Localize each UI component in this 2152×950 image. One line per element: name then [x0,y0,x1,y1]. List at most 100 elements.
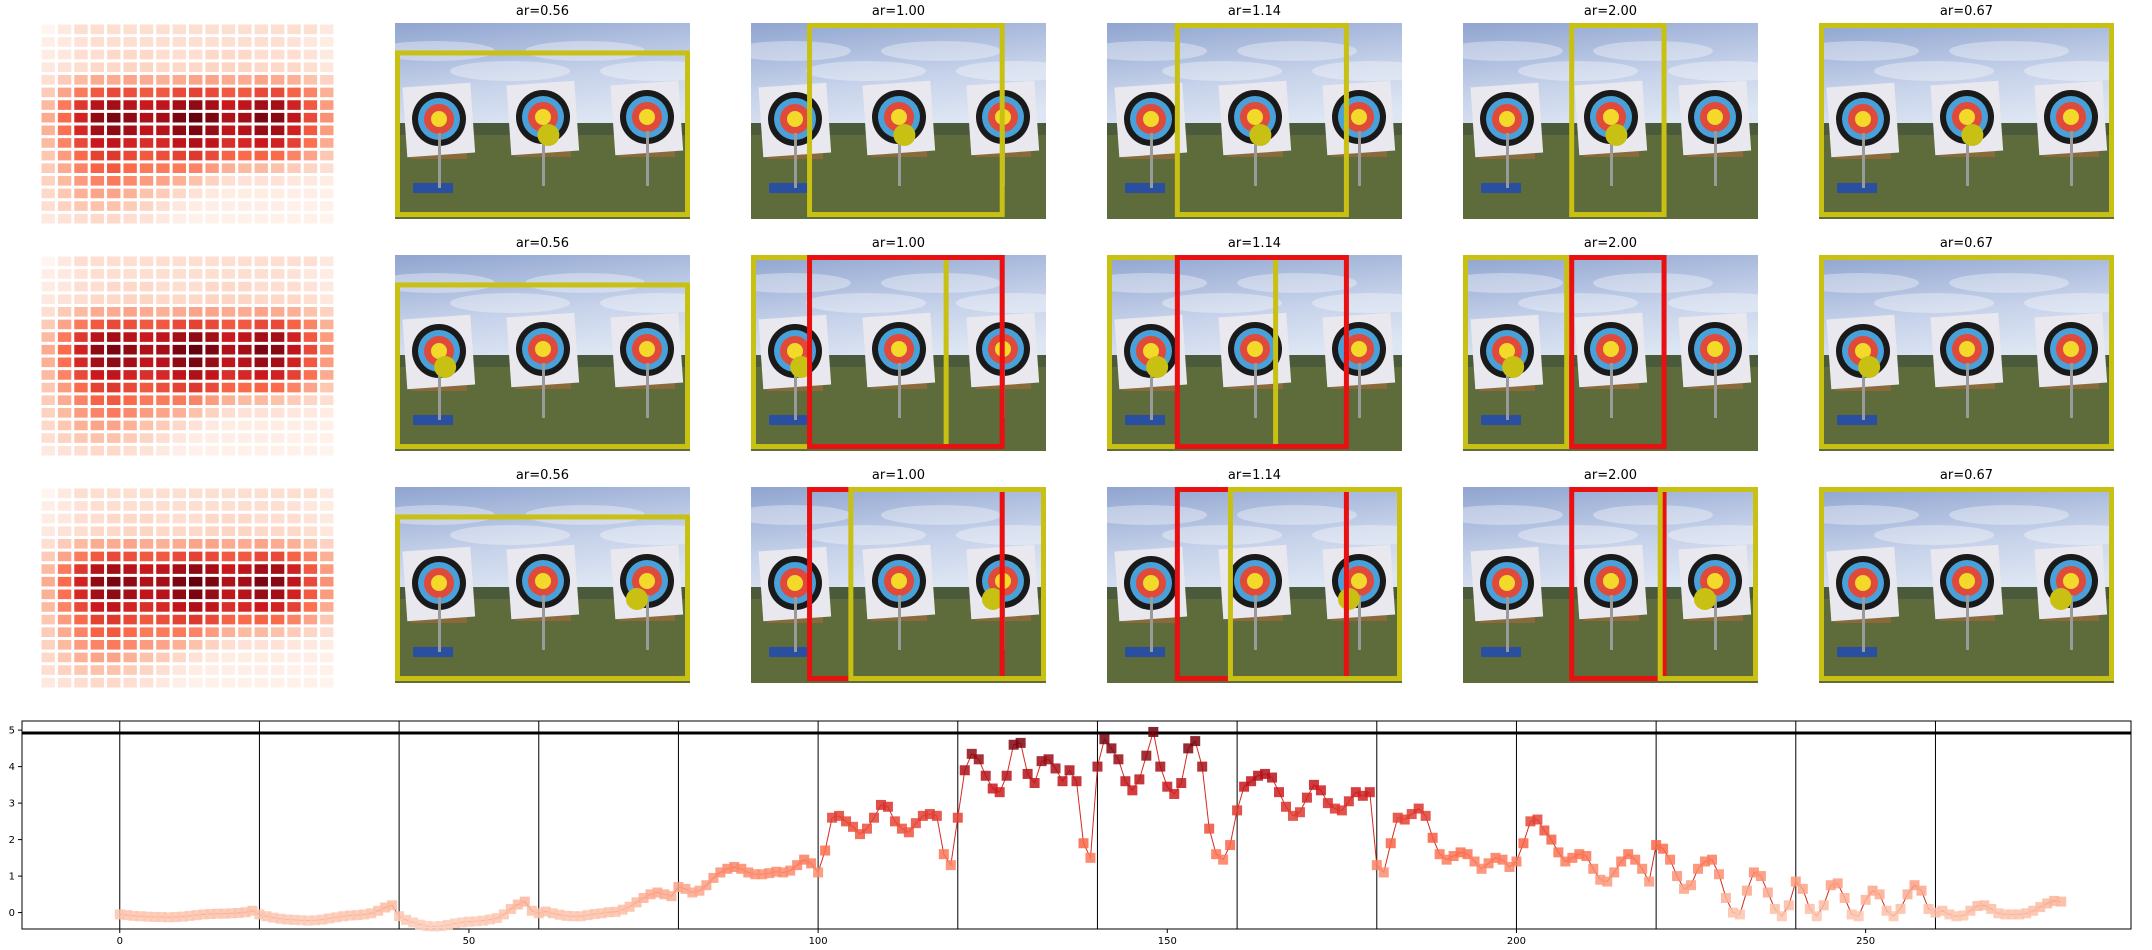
target-pole [1966,363,1969,418]
heatmap-cell [172,281,186,292]
heatmap-cell [41,445,55,456]
heatmap-cell [189,501,203,511]
series-marker [1078,838,1089,849]
heatmap-cell [41,138,55,148]
heatmap-cell [139,420,154,431]
series-marker [1783,900,1794,911]
heatmap-cell [139,551,154,562]
heatmap-cell [90,370,105,380]
heatmap-cell [303,319,318,330]
heatmap-cell [205,256,219,267]
heatmap-cell [156,307,170,317]
heatmap-cell [320,112,334,123]
series-marker [1560,856,1571,867]
heatmap-cell [238,307,252,317]
heatmap-cell [41,188,55,199]
heatmap-cell [205,445,219,456]
heatmap-cell [320,62,334,72]
heatmap-cell [221,319,236,330]
heatmap-cell [270,420,285,431]
heatmap-cell [287,332,301,342]
heatmap-cell [123,433,137,443]
heatmap-cell [303,256,318,267]
crop-box [1569,23,1667,218]
heatmap-cell [74,539,88,549]
heatmap-cell [156,395,170,405]
heatmap-cell [156,201,170,211]
series-marker [1106,743,1117,754]
target-ring [1855,111,1871,127]
heatmap-cell [90,213,105,224]
series-marker [1546,834,1557,845]
heatmap-cell [287,652,301,663]
heatmap-cell [74,201,88,211]
heatmap-cell [107,87,121,98]
heatmap-cell [74,188,88,199]
heatmap-cell [139,382,154,393]
heatmap-cell [123,551,137,562]
heatmap-cell [287,395,301,405]
heatmap-cell [270,602,285,612]
heatmap-cell [287,256,301,267]
heatmap-cell [107,370,121,380]
heatmap-cell [270,213,285,224]
heatmap-cell [221,501,236,511]
heatmap-cell [287,163,301,173]
target-pole [542,363,545,418]
y-tick-label: 3 [9,799,15,810]
heatmap-cell [90,138,105,148]
target-pole [1150,365,1153,420]
target-ring [1143,575,1159,591]
heatmap-cell [205,564,219,574]
heatmap-cell [57,49,72,60]
heatmap-cell [189,652,203,663]
series-marker [338,911,349,922]
heatmap-cell [107,344,121,355]
heatmap-cell [123,420,137,431]
series-marker [827,812,838,823]
heatmap-cell [205,652,219,663]
series-marker [2007,909,2018,920]
series-marker [1574,849,1585,860]
series-marker [1406,809,1417,820]
heatmap-cell [254,256,268,267]
heatmap-cell [254,24,268,35]
heatmap-cell [303,344,318,355]
series-marker [2042,898,2053,909]
series-marker [1986,903,1997,914]
heatmap-cell [221,87,236,98]
heatmap-cell [205,357,219,368]
heatmap-cell [156,49,170,60]
heatmap-cell [74,163,88,173]
heatmap-cell [90,332,105,342]
heatmap-cell [156,677,170,688]
heatmap-cell [74,319,88,330]
target-ring [1959,573,1975,589]
heatmap-cell [320,269,334,279]
x-tick-label: 100 [809,936,828,947]
series-marker [1972,901,1983,912]
series-marker [1497,854,1508,865]
heatmap-cell [57,627,72,637]
heatmap-cell [57,445,72,456]
series-marker [1839,892,1850,903]
heatmap-cell [254,163,268,173]
heatmap-cell [205,49,219,60]
series-marker [2056,896,2067,907]
cloud [751,41,851,61]
cloud [1593,273,1713,293]
crop-box [1569,487,1667,682]
heatmap-cell [156,445,170,456]
cloud [1949,505,2069,525]
target-pole [542,595,545,650]
heatmap-cell [205,602,219,612]
heatmap-cell [172,370,186,380]
heatmap-cell [139,627,154,637]
heatmap-cell [189,163,203,173]
series-marker [722,863,733,874]
heatmap-cell [123,344,137,355]
heatmap-cell [221,677,236,688]
heatmap-cell [320,87,334,98]
series-marker [366,908,377,919]
series-marker [429,921,440,932]
